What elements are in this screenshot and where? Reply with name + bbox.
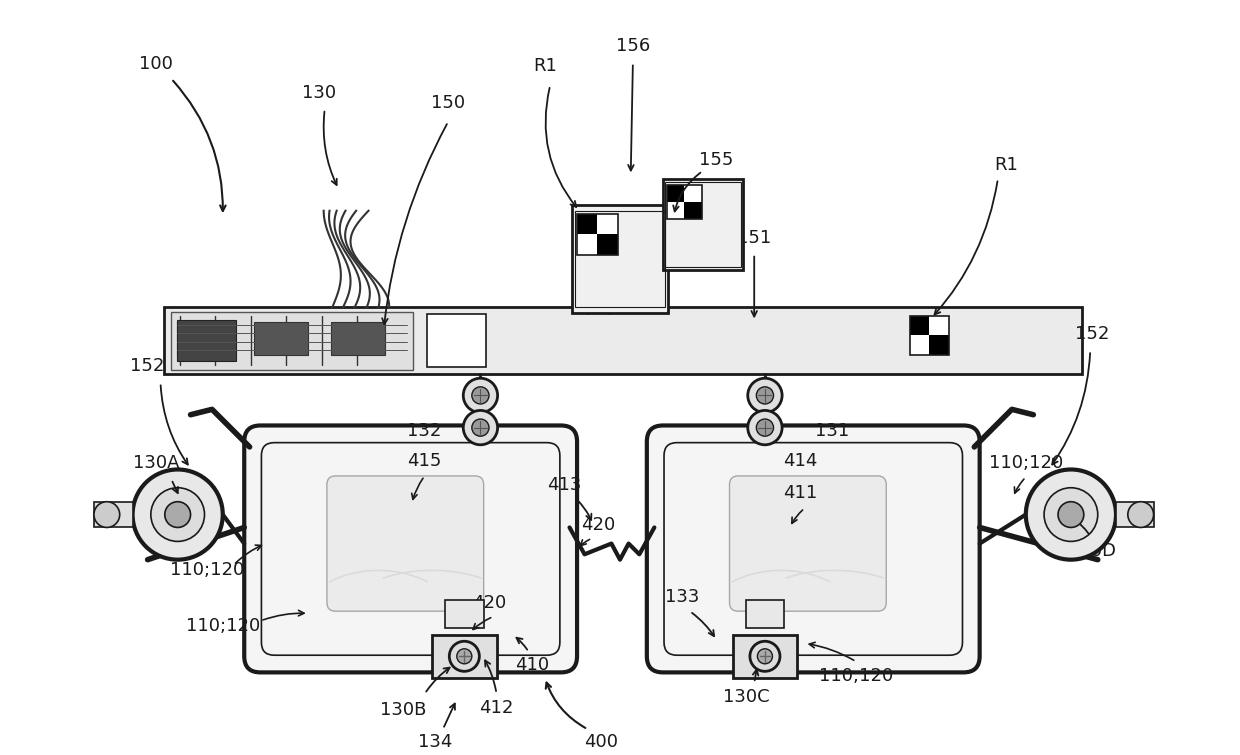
Bar	[929, 335, 949, 355]
Circle shape	[133, 470, 223, 559]
Bar	[164, 307, 1081, 374]
Bar	[684, 202, 702, 220]
FancyBboxPatch shape	[244, 426, 577, 673]
Text: 130A: 130A	[133, 454, 180, 472]
Text: 110;120: 110;120	[186, 618, 260, 635]
Text: 131: 131	[816, 422, 849, 440]
Text: 412: 412	[480, 699, 513, 716]
Bar	[577, 214, 618, 254]
Circle shape	[472, 387, 489, 404]
Circle shape	[748, 411, 782, 445]
Text: 130D: 130D	[1069, 542, 1116, 560]
Bar	[254, 322, 308, 355]
Bar	[733, 635, 797, 678]
Bar	[577, 214, 598, 234]
Bar	[572, 205, 668, 313]
Text: 133: 133	[665, 588, 699, 606]
Bar	[176, 320, 236, 361]
Text: 152: 152	[1075, 325, 1110, 344]
Circle shape	[750, 641, 780, 671]
Bar	[929, 316, 949, 335]
Bar	[910, 316, 949, 355]
Text: 100: 100	[139, 54, 174, 72]
Bar	[331, 322, 384, 355]
Bar	[432, 635, 496, 678]
FancyBboxPatch shape	[327, 476, 484, 612]
Bar	[171, 312, 413, 370]
Circle shape	[756, 387, 774, 404]
Text: 110;120: 110;120	[988, 454, 1063, 472]
Text: 110;120: 110;120	[170, 562, 244, 579]
FancyBboxPatch shape	[647, 426, 980, 673]
Text: 130C: 130C	[723, 688, 770, 706]
Text: 130: 130	[303, 84, 336, 102]
Circle shape	[94, 501, 120, 528]
Bar	[745, 600, 784, 628]
Circle shape	[1044, 488, 1097, 541]
Text: R1: R1	[533, 57, 557, 75]
Text: 411: 411	[784, 484, 817, 502]
Circle shape	[464, 411, 497, 445]
Text: 132: 132	[408, 422, 441, 440]
Circle shape	[464, 378, 497, 412]
Circle shape	[1025, 470, 1116, 559]
Text: 134: 134	[418, 733, 453, 751]
Text: 413: 413	[547, 476, 582, 494]
Bar	[427, 314, 486, 368]
Bar	[598, 214, 618, 234]
Circle shape	[151, 488, 205, 541]
Circle shape	[449, 641, 480, 671]
Circle shape	[1128, 501, 1153, 528]
Bar	[94, 501, 133, 528]
Text: R1: R1	[994, 156, 1018, 174]
Bar	[445, 600, 484, 628]
Bar	[663, 178, 744, 270]
Text: 130B: 130B	[379, 701, 427, 719]
Text: 155: 155	[699, 151, 734, 169]
Circle shape	[748, 378, 782, 412]
Text: 400: 400	[584, 733, 618, 751]
Bar	[665, 182, 742, 267]
Circle shape	[1058, 501, 1084, 528]
Bar	[575, 211, 665, 307]
Text: 110;120: 110;120	[820, 667, 893, 685]
Text: 151: 151	[737, 229, 771, 247]
Text: 420: 420	[472, 593, 506, 612]
Bar	[598, 234, 618, 254]
Bar	[667, 185, 702, 220]
Text: 410: 410	[515, 656, 549, 674]
Circle shape	[165, 501, 191, 528]
Text: 415: 415	[408, 452, 441, 470]
Text: 156: 156	[616, 38, 650, 55]
Bar	[577, 234, 598, 254]
Circle shape	[472, 419, 489, 436]
Circle shape	[758, 649, 773, 664]
Text: 414: 414	[784, 452, 817, 470]
Bar	[910, 316, 929, 335]
Text: 150: 150	[432, 94, 465, 112]
Bar	[1116, 501, 1153, 528]
Text: 152: 152	[130, 357, 165, 375]
Bar	[684, 185, 702, 202]
Circle shape	[756, 419, 774, 436]
Bar	[667, 202, 684, 220]
Circle shape	[456, 649, 472, 664]
Text: 420: 420	[582, 516, 615, 535]
Bar	[910, 335, 929, 355]
Bar	[176, 322, 231, 355]
Bar	[667, 185, 684, 202]
FancyBboxPatch shape	[729, 476, 887, 612]
